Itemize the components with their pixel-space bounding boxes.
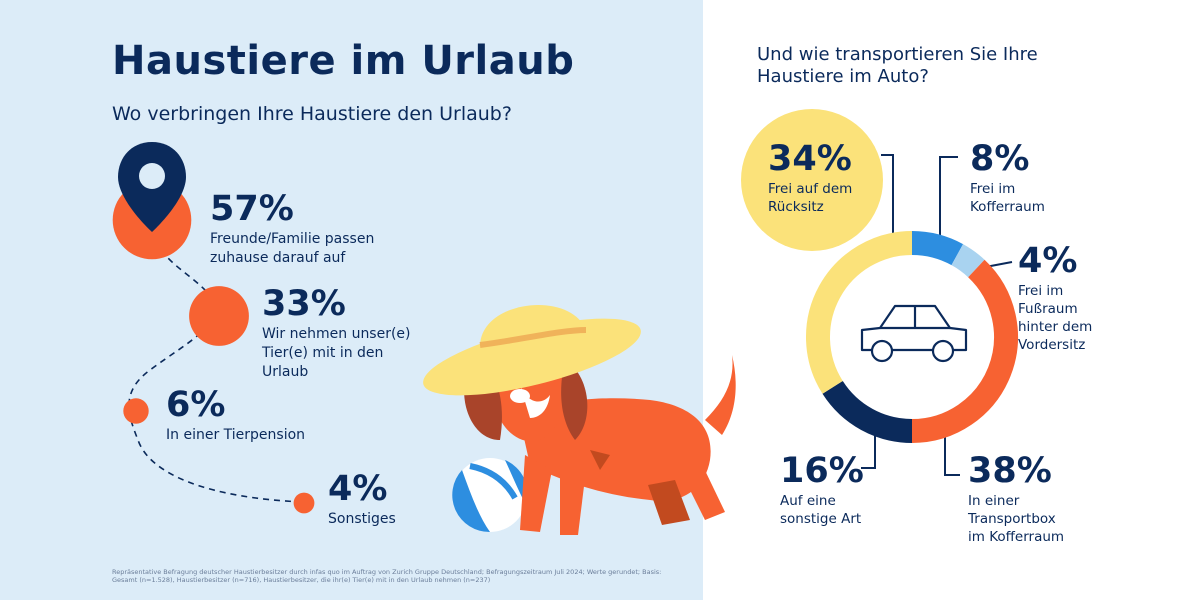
stat-pet-hotel: 6% In einer Tierpension bbox=[166, 386, 305, 445]
beach-ball-icon bbox=[452, 458, 528, 533]
connector-other bbox=[861, 430, 876, 469]
stat-circle-2 bbox=[189, 286, 249, 346]
stat-label: Freunde/Familie passen zuhause darauf au… bbox=[210, 231, 375, 266]
stat-trunk: 8% Frei im Kofferraum bbox=[970, 140, 1055, 216]
stat-value: 38% bbox=[968, 451, 1052, 491]
stat-friends-family: 57% Freunde/Familie passen zuhause darau… bbox=[210, 190, 385, 268]
left-panel-background bbox=[0, 0, 703, 600]
stat-value: 4% bbox=[328, 469, 388, 509]
sun-hat-icon bbox=[423, 304, 641, 396]
stat-circle-4 bbox=[293, 492, 315, 514]
donut-segment-3 bbox=[951, 244, 985, 278]
stat-label: In einer Tierpension bbox=[166, 427, 306, 443]
stat-take-along: 33% Wir nehmen unser(e) Tier(e) mit in d… bbox=[262, 285, 427, 382]
connector-box bbox=[944, 430, 960, 476]
highlight-circle-backseat bbox=[741, 109, 883, 251]
stat-value: 34% bbox=[768, 139, 852, 179]
stat-footwell: 4% Frei im Fußraum hinter dem Vordersitz bbox=[1018, 242, 1113, 354]
stat-label: Frei im Fußraum hinter dem Vordersitz bbox=[1018, 283, 1093, 353]
footnote: Repräsentative Befragung deutscher Haust… bbox=[112, 568, 662, 584]
map-pin-icon bbox=[118, 142, 186, 232]
donut-segment-2 bbox=[911, 231, 964, 266]
stat-circle-3 bbox=[123, 398, 149, 424]
stat-value: 8% bbox=[970, 139, 1030, 179]
donut-segment-4 bbox=[911, 259, 1018, 443]
right-title: Und wie transportieren Sie Ihre Haustier… bbox=[757, 44, 1038, 87]
donut-segment-5 bbox=[822, 380, 913, 443]
donut-segment-1 bbox=[806, 231, 913, 394]
stat-value: 33% bbox=[262, 284, 346, 324]
dashed-route-line bbox=[128, 229, 304, 503]
stat-label: Auf eine sonstige Art bbox=[780, 493, 862, 527]
stat-value: 6% bbox=[166, 385, 226, 425]
stat-transport-box: 38% In einer Transportbox im Kofferraum bbox=[968, 452, 1073, 546]
car-icon bbox=[860, 304, 968, 363]
stat-value: 16% bbox=[780, 451, 864, 491]
stat-value: 4% bbox=[1018, 241, 1078, 281]
stat-label: Frei auf dem Rücksitz bbox=[768, 181, 853, 215]
left-subtitle: Wo verbringen Ihre Haustiere den Urlaub? bbox=[112, 103, 512, 125]
stat-label: Sonstiges bbox=[328, 511, 396, 527]
stat-label: Wir nehmen unser(e) Tier(e) mit in den U… bbox=[262, 326, 411, 380]
stat-backseat: 34% Frei auf dem Rücksitz bbox=[768, 140, 868, 216]
stat-label: In einer Transportbox im Kofferraum bbox=[968, 493, 1065, 545]
stat-other-way: 16% Auf eine sonstige Art bbox=[780, 452, 870, 528]
stat-other: 4% Sonstiges bbox=[328, 470, 396, 529]
connector-trunk bbox=[939, 156, 958, 246]
page-title: Haustiere im Urlaub bbox=[112, 38, 575, 84]
connector-backseat bbox=[881, 154, 894, 245]
stat-label: Frei im Kofferraum bbox=[970, 181, 1045, 215]
stat-value: 57% bbox=[210, 189, 294, 229]
